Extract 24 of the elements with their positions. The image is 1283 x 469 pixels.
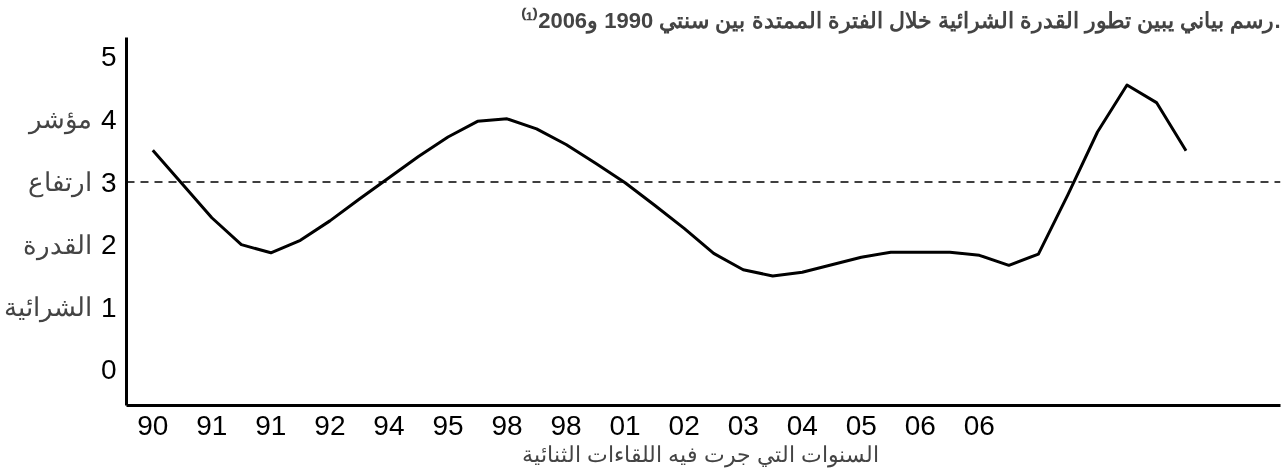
x-tick-label: 98 — [550, 409, 582, 441]
chart-title: رسم بياني يبين تطور القدرة الشرائية خلال الفترة الممتدة بين سنتي 1990 و2006⁽¹⁾. — [520, 6, 1281, 34]
x-tick-label: 02 — [668, 409, 700, 441]
x-tick-label: 90 — [137, 409, 169, 441]
y-tick-label: 1 — [100, 291, 117, 323]
text: مؤشر ارتفاع القدرة الشرائية — [3, 104, 92, 323]
x-tick-label: 06 — [963, 409, 995, 441]
y-tick-label: 0 — [100, 354, 117, 386]
x-tick-label: 91 — [255, 409, 287, 441]
y-tick-label: 2 — [100, 229, 117, 261]
x-tick-label: 04 — [786, 409, 818, 441]
x-tick-label: 98 — [491, 409, 523, 441]
y-tick-label: 4 — [100, 103, 117, 135]
x-tick-label: 94 — [373, 409, 405, 441]
x-tick-label: 91 — [196, 409, 228, 441]
x-tick-label: 05 — [845, 409, 877, 441]
x-axis-title: السنوات التي جرت فيه اللقاءات الثنائية — [521, 441, 880, 468]
x-tick-label: 06 — [904, 409, 936, 441]
x-tick-label: 03 — [727, 409, 759, 441]
x-tick-label: 95 — [432, 409, 464, 441]
y-tick-label: 3 — [100, 166, 117, 198]
x-tick-label: 92 — [314, 409, 346, 441]
y-tick-label: 5 — [100, 41, 117, 73]
x-tick-label: 01 — [609, 409, 641, 441]
